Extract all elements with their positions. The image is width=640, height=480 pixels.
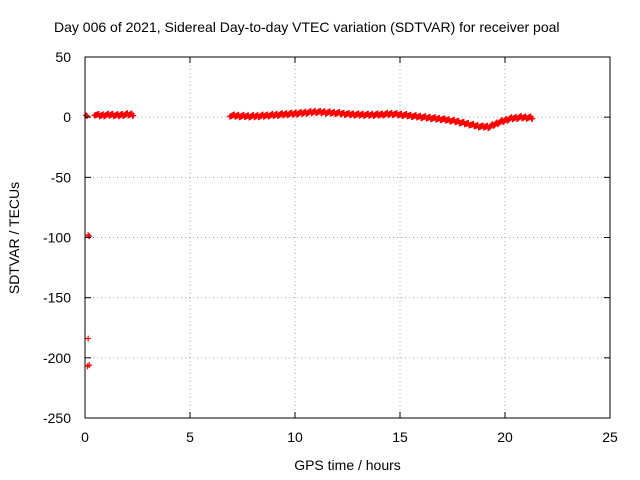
x-tick-label: 10 bbox=[287, 429, 303, 445]
y-tick-label: -50 bbox=[51, 169, 71, 185]
data-point bbox=[86, 362, 93, 369]
x-tick-label: 25 bbox=[602, 429, 618, 445]
data-point bbox=[86, 233, 93, 240]
y-tick-label: -250 bbox=[43, 410, 71, 426]
x-tick-label: 15 bbox=[392, 429, 408, 445]
y-tick-label: -100 bbox=[43, 230, 71, 246]
x-tick-label: 0 bbox=[81, 429, 89, 445]
y-tick-label: -200 bbox=[43, 350, 71, 366]
x-tick-label: 20 bbox=[497, 429, 513, 445]
y-tick-label: 0 bbox=[63, 109, 71, 125]
data-point bbox=[130, 112, 137, 119]
data-point bbox=[529, 115, 536, 122]
data-points bbox=[83, 107, 536, 370]
y-tick-label: 50 bbox=[55, 49, 71, 65]
axis-ticks: 0 5 10 15 20 25 -250 -200 -150 -100 -50 0 50 bbox=[43, 49, 618, 445]
data-point bbox=[85, 335, 92, 342]
chart-title: Day 006 of 2021, Sidereal Day-to-day VTE… bbox=[54, 19, 560, 35]
x-axis-label: GPS time / hours bbox=[294, 457, 401, 473]
y-tick-label: -150 bbox=[43, 290, 71, 306]
x-tick-label: 5 bbox=[186, 429, 194, 445]
